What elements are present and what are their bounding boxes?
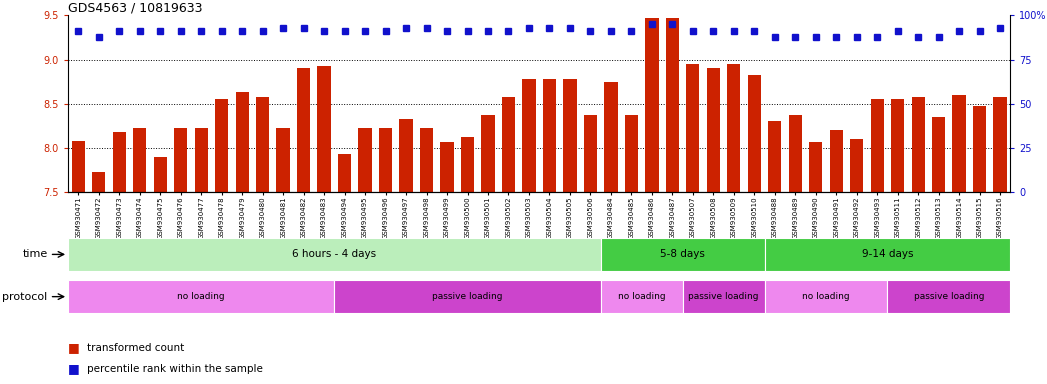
Text: passive loading: passive loading (914, 292, 984, 301)
Bar (71, 141, 85, 192)
Bar (317, 66, 331, 192)
Text: 5-8 days: 5-8 days (661, 249, 705, 260)
Bar (563, 79, 577, 192)
Bar (768, 121, 781, 192)
Bar (379, 128, 393, 192)
Bar (601, 238, 764, 271)
Bar (912, 98, 925, 192)
Bar (584, 115, 597, 192)
Bar (788, 115, 802, 192)
Bar (748, 74, 761, 192)
Bar (604, 82, 618, 192)
Bar (68, 280, 334, 313)
Bar (257, 98, 269, 192)
Text: no loading: no loading (177, 292, 225, 301)
Text: percentile rank within the sample: percentile rank within the sample (87, 364, 263, 374)
Bar (195, 128, 208, 192)
Text: no loading: no loading (618, 292, 666, 301)
Bar (870, 99, 884, 192)
Bar (932, 117, 945, 192)
Bar (666, 18, 680, 192)
Bar (420, 128, 433, 192)
Bar (236, 92, 249, 192)
Bar (92, 172, 106, 192)
Bar (522, 79, 536, 192)
Bar (973, 106, 986, 192)
Bar (686, 64, 699, 192)
Bar (764, 238, 1010, 271)
Bar (399, 119, 413, 192)
Bar (994, 98, 1007, 192)
Bar (441, 142, 453, 192)
Bar (542, 79, 556, 192)
Bar (338, 154, 351, 192)
Bar (334, 280, 601, 313)
Text: GDS4563 / 10819633: GDS4563 / 10819633 (68, 1, 202, 14)
Bar (113, 132, 126, 192)
Bar (461, 137, 474, 192)
Text: passive loading: passive loading (688, 292, 759, 301)
Bar (707, 68, 720, 192)
Text: 6 hours - 4 days: 6 hours - 4 days (292, 249, 377, 260)
Bar (809, 142, 822, 192)
Bar (625, 115, 638, 192)
Text: time: time (22, 249, 47, 260)
Bar (953, 95, 965, 192)
Bar (891, 99, 905, 192)
Bar (502, 98, 515, 192)
Text: no loading: no loading (802, 292, 850, 301)
Bar (829, 130, 843, 192)
Bar (888, 280, 1010, 313)
Bar (215, 99, 228, 192)
Bar (683, 280, 764, 313)
Bar (68, 238, 601, 271)
Bar (174, 128, 187, 192)
Bar (276, 128, 290, 192)
Text: passive loading: passive loading (432, 292, 503, 301)
Bar (358, 128, 372, 192)
Bar (154, 157, 166, 192)
Bar (764, 280, 888, 313)
Text: 9-14 days: 9-14 days (862, 249, 913, 260)
Text: transformed count: transformed count (87, 343, 184, 353)
Text: ■: ■ (68, 362, 84, 375)
Bar (297, 68, 310, 192)
Bar (482, 115, 494, 192)
Bar (728, 64, 740, 192)
Text: ■: ■ (68, 341, 84, 354)
Bar (645, 18, 659, 192)
Bar (133, 128, 147, 192)
Text: protocol: protocol (2, 291, 47, 302)
Bar (850, 139, 864, 192)
Bar (601, 280, 683, 313)
